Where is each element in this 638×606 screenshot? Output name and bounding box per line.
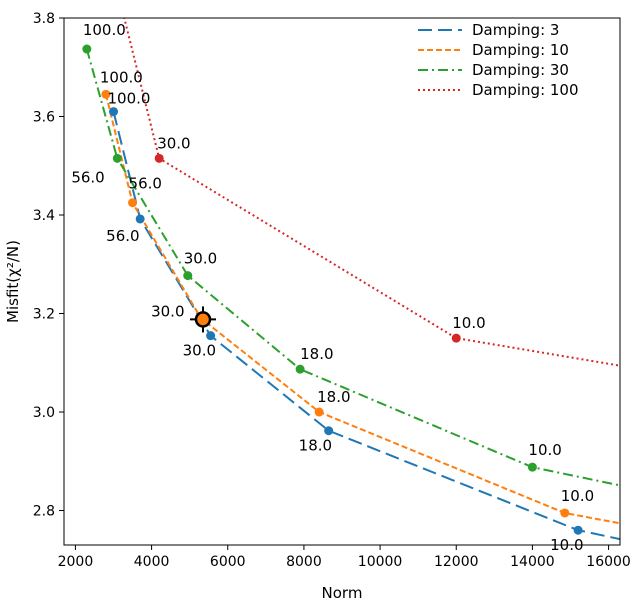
point-label: 100.0 [100,68,143,86]
point-label: 30.0 [151,302,184,320]
x-tick-label: 12000 [434,554,479,570]
x-tick-label: 8000 [286,554,322,570]
data-point [112,153,122,163]
data-point [324,426,334,436]
y-tick-label: 3.8 [33,11,55,27]
data-point [206,331,216,341]
data-point [295,364,305,374]
point-label: 18.0 [299,437,332,455]
legend-entry: Damping: 30 [472,61,569,79]
point-labels: 56.0 30.0 18.0 10.0 100.0 56.0 30.0 18.0 10.0 100… [71,21,594,554]
y-tick-label: 3.0 [33,405,55,421]
data-point [573,525,583,535]
x-tick-label: 14000 [510,554,555,570]
point-label: 56.0 [106,227,139,245]
data-point [314,407,324,417]
x-axis-label: Norm [322,584,363,602]
y-tick-label: 3.4 [33,208,55,224]
point-label: 10.0 [561,487,594,505]
x-tick-label: 6000 [210,554,246,570]
markers-layer [82,44,583,535]
x-tick-label: 16000 [586,554,631,570]
selected-point-marker [190,306,216,333]
point-label: 30.0 [184,250,217,268]
data-point [101,89,111,99]
series-line [104,94,620,525]
x-tick-label: 2000 [58,554,94,570]
plot-frame [63,17,621,546]
y-tick-label: 3.6 [33,110,55,126]
legend: Damping: 3 Damping: 10 Damping: 30 Damping:… [418,21,579,99]
point-label: 30.0 [157,134,190,152]
point-label: 100.0 [83,21,126,39]
series-line [85,48,620,487]
data-point [527,462,537,472]
point-label: 56.0 [71,168,104,186]
legend-entry: Damping: 10 [472,41,569,59]
legend-entry: Damping: 100 [472,81,579,99]
data-point [451,333,461,343]
data-point [82,44,92,54]
y-axis-label: Misfit(χ²/N) [4,240,22,323]
axes: 2000 4000 6000 8000 10000 12000 14000 16000 2.8 3… [4,11,631,602]
data-point [109,107,119,117]
data-point [135,214,145,224]
data-point [128,198,138,208]
point-label: 30.0 [183,342,216,360]
point-label: 10.0 [452,314,485,332]
y-tick-label: 3.2 [33,307,55,323]
legend-entry: Damping: 3 [472,21,559,39]
x-tick-label: 10000 [358,554,403,570]
series-line [123,18,620,367]
point-label: 10.0 [528,441,561,459]
point-label: 18.0 [300,345,333,363]
data-point [183,271,193,281]
point-label: 18.0 [317,388,350,406]
point-label: 100.0 [108,90,151,108]
x-tick-label: 4000 [134,554,170,570]
data-point [560,508,570,518]
data-point [154,153,164,163]
y-tick-label: 2.8 [33,504,55,520]
point-label: 56.0 [129,175,162,193]
